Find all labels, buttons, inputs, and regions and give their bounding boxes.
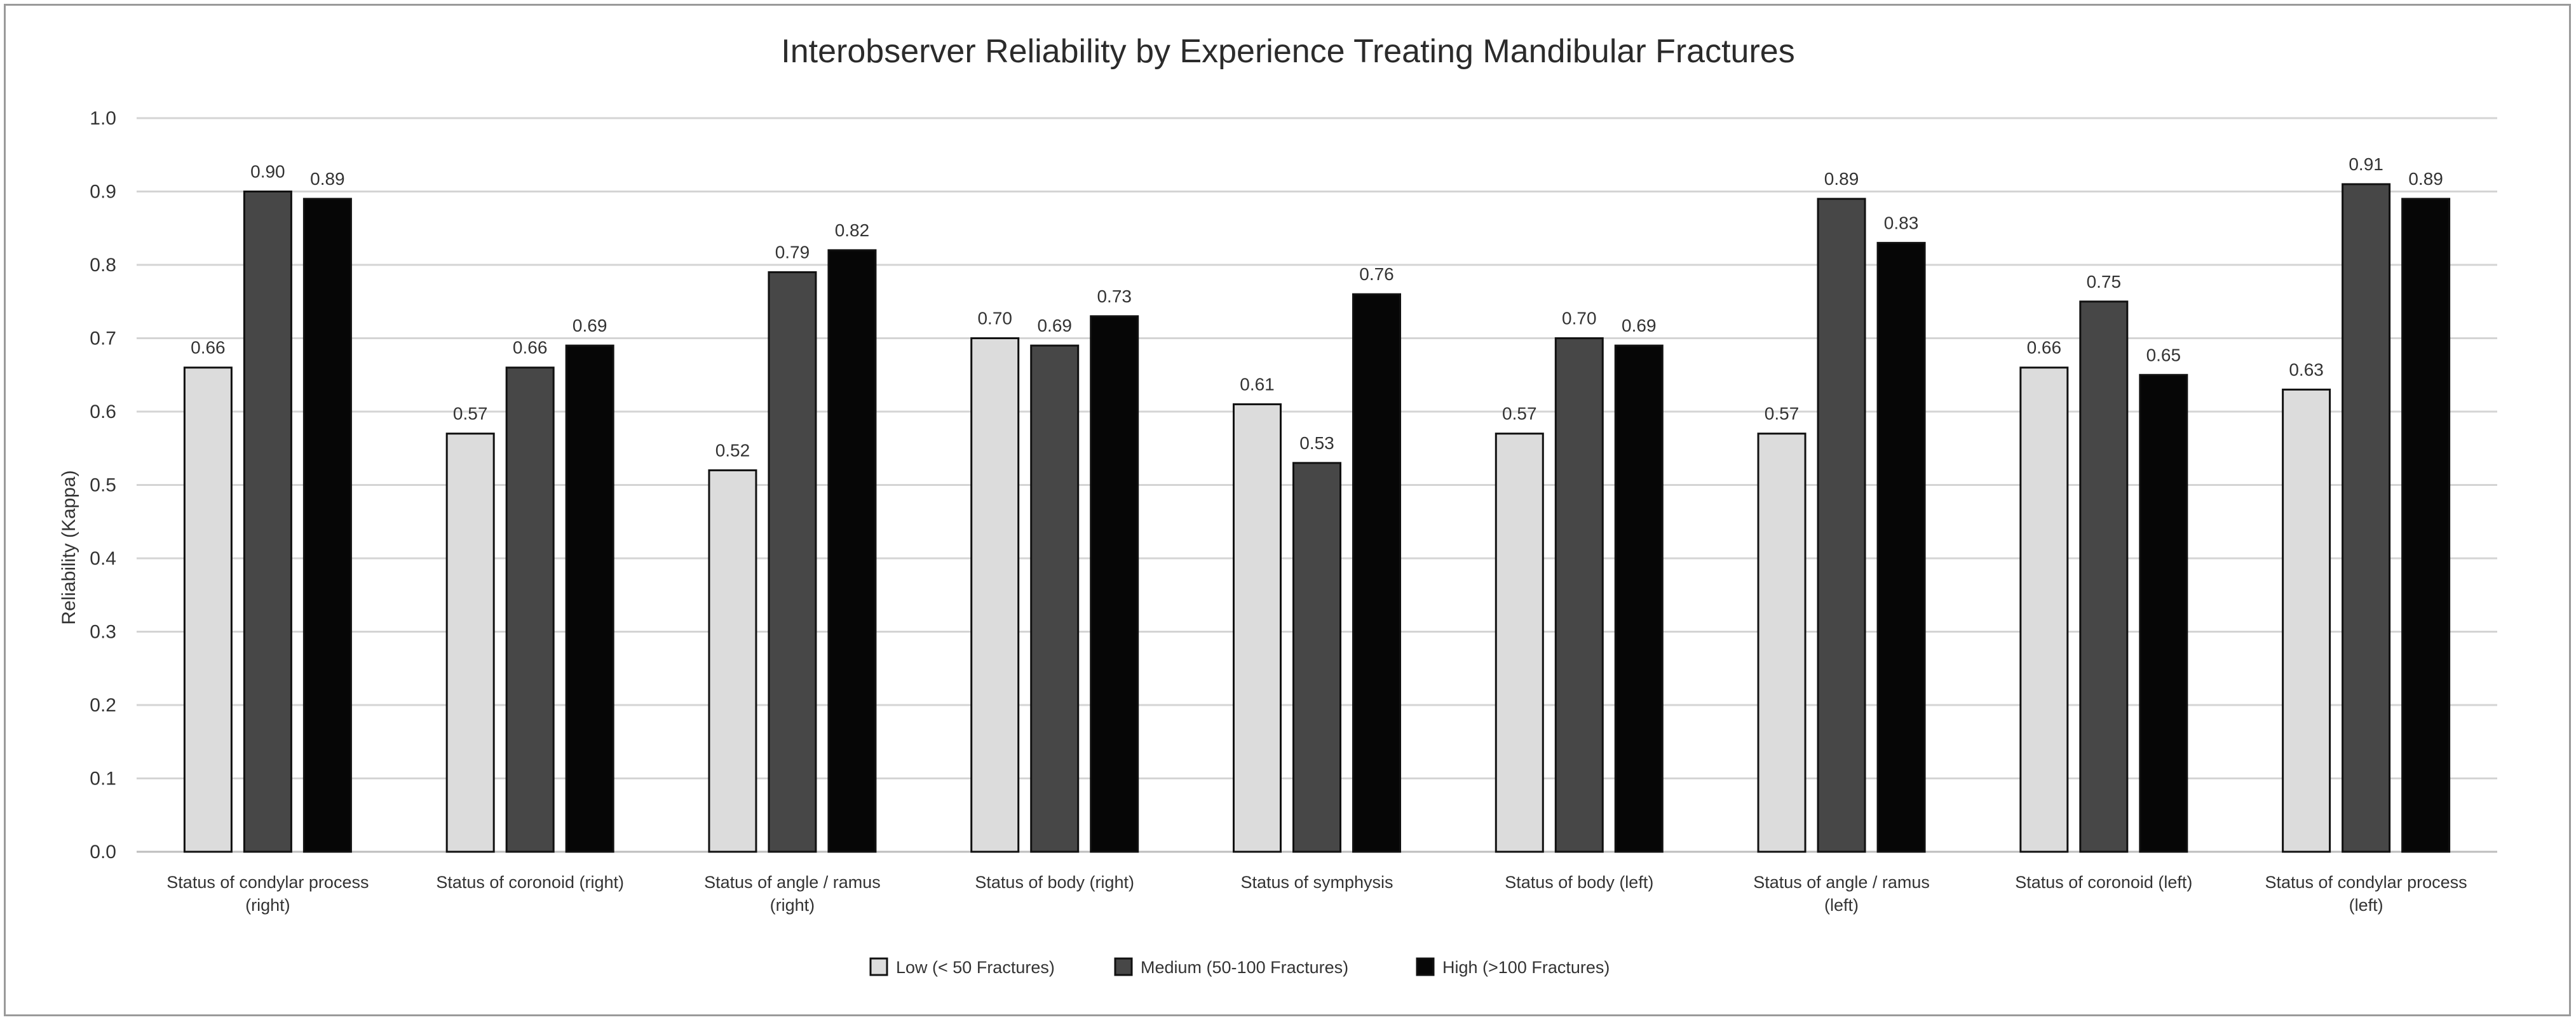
data-label: 0.66: [191, 338, 226, 358]
bar: [827, 249, 877, 853]
y-tick-label: 0.2: [90, 695, 116, 716]
x-category-label: Status of condylar process (left): [2265, 873, 2467, 915]
bar: [302, 198, 352, 853]
bar: [1817, 198, 1866, 853]
legend-swatch: [869, 957, 888, 976]
bar: [2019, 366, 2069, 853]
bar: [2079, 300, 2129, 853]
bar: [445, 433, 495, 853]
x-category-label: Status of coronoid (right): [436, 873, 624, 892]
legend-label: Low (< 50 Fractures): [896, 958, 1055, 977]
y-tick-label: 0.7: [90, 328, 116, 349]
bar: [2342, 183, 2391, 853]
y-tick-label: 0.5: [90, 475, 116, 496]
bar: [1876, 241, 1926, 853]
data-label: 0.69: [1622, 316, 1657, 335]
x-category-label: Status of angle / ramus (left): [1753, 873, 1930, 915]
data-label: 0.57: [453, 404, 488, 424]
bars: [183, 183, 2451, 853]
data-label: 0.73: [1097, 286, 1132, 306]
legend-item: High (>100 Fractures): [1416, 957, 1610, 977]
bar: [243, 191, 292, 853]
bar: [1495, 433, 1544, 853]
y-axis-label: Reliability (Kappa): [58, 470, 79, 624]
data-label: 0.63: [2289, 360, 2324, 379]
data-label: 0.69: [573, 316, 607, 335]
y-tick-label: 0.6: [90, 401, 116, 422]
y-tick-label: 0.9: [90, 182, 116, 203]
bar: [565, 344, 614, 853]
legend-item: Medium (50-100 Fractures): [1114, 957, 1348, 977]
x-category-label: Status of condylar process (right): [166, 873, 369, 915]
data-label: 0.69: [1037, 316, 1072, 335]
bar: [708, 469, 757, 853]
bar: [1352, 293, 1401, 853]
data-label: 0.89: [1824, 169, 1859, 189]
legend: Low (< 50 Fractures) Medium (50-100 Fract…: [869, 957, 1610, 977]
legend-swatch: [1114, 957, 1133, 976]
data-label: 0.89: [310, 169, 345, 189]
data-label: 0.52: [715, 440, 750, 460]
y-tick-label: 0.3: [90, 622, 116, 643]
y-tick-label: 0.8: [90, 255, 116, 276]
data-label: 0.57: [1765, 404, 1800, 424]
x-category-label: Status of body (left): [1505, 873, 1653, 892]
y-tick-label: 0.0: [90, 842, 116, 863]
data-label: 0.89: [2408, 169, 2443, 189]
legend-swatch: [1416, 957, 1435, 976]
data-label: 0.70: [1562, 309, 1597, 328]
data-label: 0.83: [1884, 213, 1919, 232]
bar: [768, 271, 817, 853]
data-label: 0.82: [835, 220, 870, 240]
bar: [1757, 433, 1807, 853]
bar: [1233, 403, 1282, 853]
bar: [1614, 344, 1664, 853]
data-label: 0.91: [2349, 154, 2383, 174]
bar: [2139, 373, 2188, 853]
bar: [1292, 462, 1341, 853]
bar: [2282, 388, 2331, 853]
data-label: 0.57: [1502, 404, 1537, 424]
data-label: 0.66: [513, 338, 548, 358]
data-label: 0.75: [2087, 272, 2122, 292]
y-tick-label: 0.1: [90, 769, 116, 790]
y-tick-label: 0.4: [90, 548, 116, 569]
data-labels: 0.66 0.90 0.89 0.57 0.66 0.69 0.52 0.79 0.82 0.70…: [191, 154, 2443, 460]
x-category-label: Status of body (right): [975, 873, 1134, 892]
x-axis-categories: Status of condylar process (right) Status …: [166, 873, 2467, 915]
bar: [1030, 344, 1080, 853]
data-label: 0.66: [2027, 338, 2062, 358]
bar: [2401, 198, 2451, 853]
chart-title: Interobserver Reliability by Experience …: [781, 33, 1794, 70]
y-tick-label: 1.0: [90, 108, 116, 129]
data-label: 0.65: [2146, 345, 2181, 365]
x-category-label: Status of coronoid (left): [2015, 873, 2192, 892]
bar: [183, 366, 233, 853]
legend-label: High (>100 Fractures): [1442, 958, 1610, 977]
data-label: 0.70: [977, 309, 1012, 328]
data-label: 0.79: [775, 243, 810, 262]
legend-item: Low (< 50 Fractures): [869, 957, 1055, 977]
data-label: 0.61: [1240, 374, 1275, 394]
bar: [505, 366, 555, 853]
legend-label: Medium (50-100 Fractures): [1141, 958, 1348, 977]
x-category-label: Status of angle / ramus (right): [704, 873, 881, 915]
data-label: 0.53: [1299, 433, 1334, 453]
bar: [1554, 337, 1604, 853]
data-label: 0.76: [1359, 264, 1394, 284]
x-category-label: Status of symphysis: [1240, 873, 1393, 892]
data-label: 0.90: [250, 162, 285, 182]
y-axis-ticks: 0.0 0.1 0.2 0.3 0.4 0.5 0.6 0.7 0.8 0.9 1.0: [90, 108, 116, 863]
bar: [970, 337, 1020, 853]
bar: [1090, 315, 1139, 853]
